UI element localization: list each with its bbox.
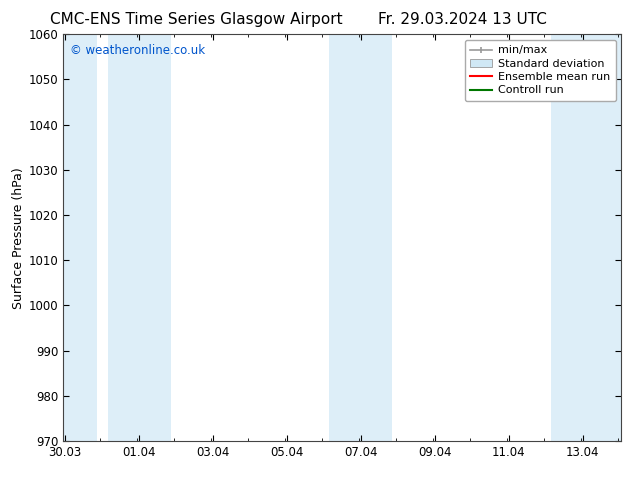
Bar <box>551 34 621 441</box>
Bar <box>330 34 392 441</box>
Text: Fr. 29.03.2024 13 UTC: Fr. 29.03.2024 13 UTC <box>378 12 547 27</box>
Legend: min/max, Standard deviation, Ensemble mean run, Controll run: min/max, Standard deviation, Ensemble me… <box>465 40 616 101</box>
Bar <box>63 34 96 441</box>
Text: CMC-ENS Time Series Glasgow Airport: CMC-ENS Time Series Glasgow Airport <box>50 12 343 27</box>
Bar <box>108 34 171 441</box>
Y-axis label: Surface Pressure (hPa): Surface Pressure (hPa) <box>11 167 25 309</box>
Text: © weatheronline.co.uk: © weatheronline.co.uk <box>70 45 205 57</box>
